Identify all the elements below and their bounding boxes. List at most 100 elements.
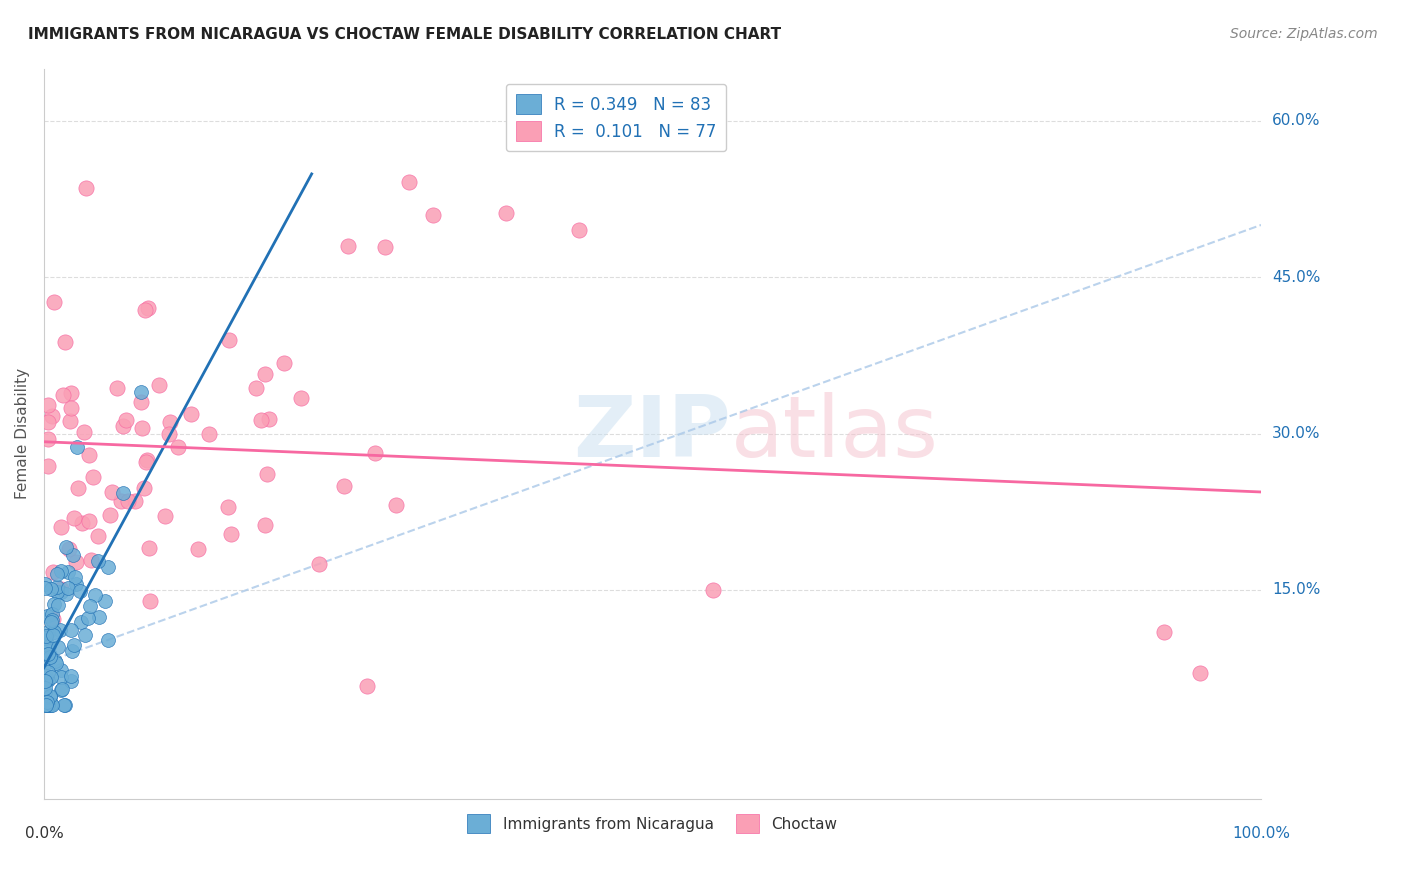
Point — [75, 181, 97, 195]
Point — [332, 479, 354, 493]
Point — [70, 516, 93, 530]
Point — [159, 415, 181, 429]
Text: 0.0%: 0.0% — [24, 826, 63, 841]
Point — [77, 448, 100, 462]
Point — [129, 395, 152, 409]
Point — [59, 623, 82, 637]
Point — [356, 679, 378, 693]
Point — [55, 587, 77, 601]
Point — [34, 698, 56, 712]
Point — [51, 663, 73, 677]
Point — [364, 446, 387, 460]
Point — [568, 223, 591, 237]
Text: Source: ZipAtlas.com: Source: ZipAtlas.com — [1230, 27, 1378, 41]
Point — [37, 398, 59, 412]
Point — [495, 206, 517, 220]
Point — [34, 681, 56, 695]
Legend: Immigrants from Nicaragua, Choctaw: Immigrants from Nicaragua, Choctaw — [458, 805, 846, 842]
Point — [39, 582, 62, 596]
Point — [117, 493, 139, 508]
Text: ZIP: ZIP — [574, 392, 731, 475]
Point — [37, 648, 59, 662]
Point — [254, 367, 277, 381]
Point — [69, 615, 91, 629]
Point — [37, 655, 59, 669]
Point — [129, 384, 152, 399]
Point — [37, 433, 59, 447]
Point — [79, 599, 101, 613]
Point — [111, 418, 134, 433]
Point — [34, 632, 56, 646]
Point — [46, 599, 69, 613]
Point — [38, 639, 60, 653]
Point — [254, 518, 277, 533]
Point — [65, 576, 87, 591]
Point — [38, 649, 60, 664]
Point — [37, 698, 59, 712]
Point — [374, 240, 396, 254]
Point — [34, 577, 56, 591]
Point — [49, 670, 72, 684]
Text: 45.0%: 45.0% — [1272, 269, 1320, 285]
Point — [87, 554, 110, 568]
Point — [97, 633, 120, 648]
Point — [37, 415, 59, 429]
Point — [148, 377, 170, 392]
Point — [39, 615, 62, 629]
Point — [52, 388, 75, 402]
Point — [49, 582, 72, 596]
Point — [105, 381, 128, 395]
Point — [46, 640, 69, 654]
Point — [49, 623, 72, 637]
Point — [39, 698, 62, 712]
Point — [34, 639, 56, 653]
Text: IMMIGRANTS FROM NICARAGUA VS CHOCTAW FEMALE DISABILITY CORRELATION CHART: IMMIGRANTS FROM NICARAGUA VS CHOCTAW FEM… — [28, 27, 782, 42]
Point — [219, 526, 242, 541]
Y-axis label: Female Disability: Female Disability — [15, 368, 30, 500]
Point — [135, 453, 157, 467]
Point — [131, 420, 153, 434]
Point — [59, 386, 82, 401]
Point — [1153, 624, 1175, 639]
Point — [65, 440, 87, 454]
Text: 60.0%: 60.0% — [1272, 113, 1320, 128]
Point — [136, 301, 159, 316]
Point — [34, 673, 56, 688]
Point — [97, 559, 120, 574]
Point — [135, 454, 157, 468]
Point — [63, 638, 86, 652]
Point — [132, 481, 155, 495]
Point — [41, 409, 63, 423]
Point — [702, 582, 724, 597]
Point — [44, 597, 66, 611]
Point — [35, 609, 58, 624]
Point — [218, 333, 240, 347]
Point — [59, 413, 82, 427]
Point — [63, 511, 86, 525]
Point — [422, 207, 444, 221]
Point — [44, 295, 66, 310]
Point — [111, 485, 134, 500]
Point — [63, 570, 86, 584]
Point — [66, 481, 89, 495]
Point — [58, 541, 80, 556]
Point — [55, 540, 77, 554]
Point — [37, 625, 59, 640]
Point — [49, 564, 72, 578]
Point — [249, 413, 271, 427]
Point — [39, 697, 62, 711]
Point — [87, 529, 110, 543]
Point — [198, 427, 221, 442]
Point — [34, 582, 56, 596]
Point — [46, 585, 69, 599]
Point — [41, 613, 63, 627]
Point — [35, 674, 58, 689]
Point — [87, 609, 110, 624]
Point — [138, 541, 160, 555]
Point — [245, 380, 267, 394]
Point — [217, 500, 239, 514]
Point — [73, 425, 96, 439]
Point — [257, 411, 280, 425]
Point — [37, 698, 59, 712]
Point — [82, 470, 104, 484]
